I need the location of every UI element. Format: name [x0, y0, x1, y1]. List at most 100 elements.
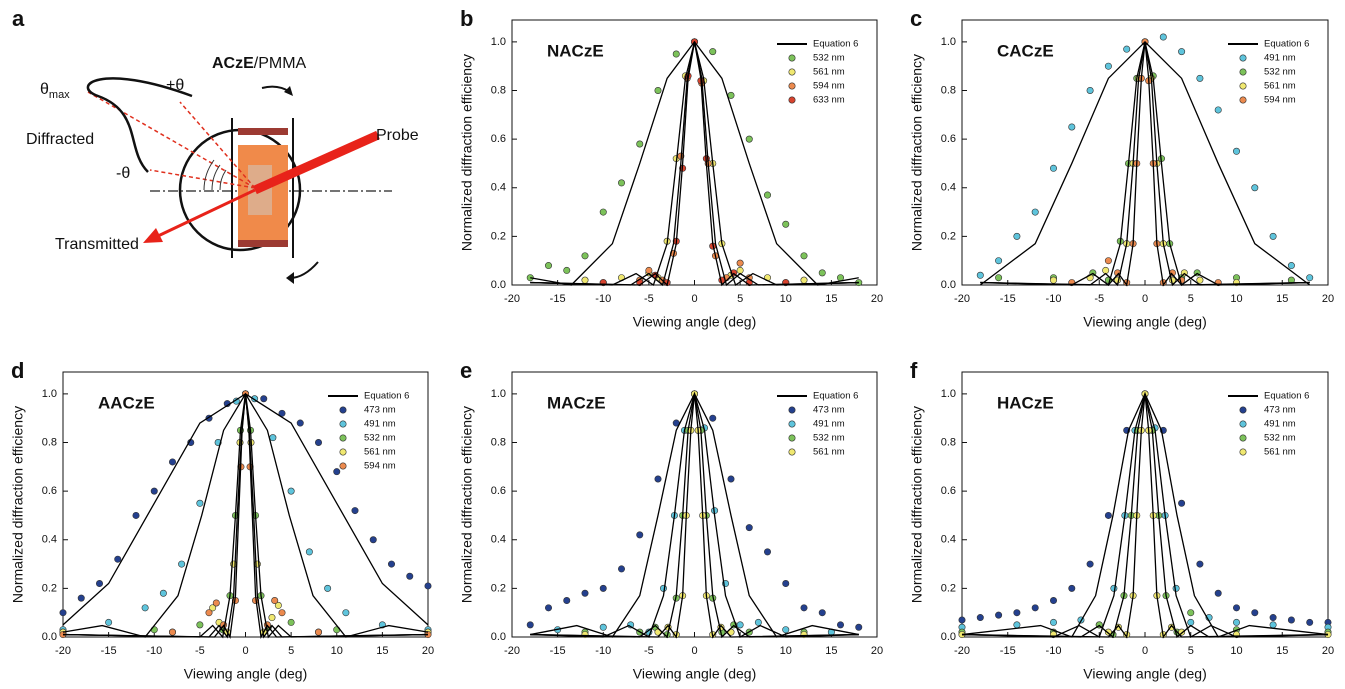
- legend-label: 491 nm: [1264, 419, 1296, 430]
- data-point: [196, 499, 204, 507]
- data-point: [305, 548, 313, 556]
- x-tick-label: -20: [954, 293, 970, 305]
- y-tick-label: 0.8: [941, 84, 956, 96]
- legend-label: Equation 6: [813, 39, 858, 50]
- data-point: [599, 208, 607, 216]
- y-tick-label: 1.0: [42, 388, 57, 400]
- data-point: [1178, 48, 1186, 56]
- data-point: [351, 507, 359, 515]
- data-point: [1306, 274, 1314, 282]
- legend-label: 491 nm: [364, 419, 396, 430]
- data-point: [314, 439, 322, 447]
- data-point: [736, 266, 744, 274]
- x-tick-label: -10: [1046, 293, 1062, 305]
- legend-marker: [788, 420, 796, 428]
- legend-marker: [1239, 406, 1247, 414]
- data-point: [209, 604, 217, 612]
- data-point: [617, 565, 625, 573]
- y-tick-label: 0.6: [941, 133, 956, 145]
- data-point: [800, 252, 808, 260]
- data-point: [818, 609, 826, 617]
- data-point: [1086, 87, 1094, 95]
- data-point: [260, 395, 268, 403]
- data-point: [659, 584, 667, 592]
- x-tick-label: 5: [1188, 293, 1194, 305]
- subscript: max: [49, 89, 70, 101]
- data-point: [324, 584, 332, 592]
- data-point: [1287, 616, 1295, 624]
- y-tick-label: 0.8: [491, 436, 506, 448]
- y-tick-label: 0.0: [491, 631, 506, 643]
- x-tick-label: 10: [780, 645, 792, 657]
- data-point: [1251, 184, 1259, 192]
- legend-marker: [788, 68, 796, 76]
- x-tick-label: -15: [101, 645, 117, 657]
- data-point: [1013, 621, 1021, 629]
- diffracted-label: Diffracted: [26, 131, 94, 148]
- fit-curve: [961, 393, 1329, 639]
- data-point: [1214, 106, 1222, 114]
- data-point: [424, 582, 432, 590]
- legend-label: 532 nm: [1264, 67, 1296, 78]
- data-point: [709, 48, 717, 56]
- data-point: [96, 580, 104, 588]
- x-tick-label: 20: [422, 645, 434, 657]
- y-axis-label: Normalized diffraction efficiency: [459, 406, 475, 603]
- x-tick-label: 0: [242, 645, 248, 657]
- rest-part: /PMMA: [254, 55, 307, 72]
- ray: [149, 169, 256, 189]
- data-point: [782, 220, 790, 228]
- fit-curve: [530, 41, 859, 287]
- x-tick-label: 5: [1188, 645, 1194, 657]
- sample-label: ACzE/PMMA: [212, 55, 307, 72]
- y-tick-label: 1.0: [941, 36, 956, 48]
- x-tick-label: -20: [504, 293, 520, 305]
- data-point: [855, 623, 863, 631]
- plus-theta-label: +θ: [166, 77, 184, 94]
- data-point: [77, 594, 85, 602]
- y-tick-label: 0.8: [941, 436, 956, 448]
- data-point: [278, 609, 286, 617]
- data-point: [1196, 74, 1204, 82]
- data-point: [736, 621, 744, 629]
- x-tick-label: -5: [1094, 293, 1104, 305]
- data-point: [1251, 609, 1259, 617]
- data-point: [369, 536, 377, 544]
- legend-label: 532 nm: [813, 53, 845, 64]
- data-point: [1187, 618, 1195, 626]
- diffraction-profile: [86, 77, 193, 173]
- chart-panel: -20 -15 -10 -5 0 5 10 15 20 0.0 0.2 0.4 0.6 0.8 1.0 Vie…: [10, 358, 434, 682]
- legend-label: 633 nm: [813, 95, 845, 106]
- legend-label: 561 nm: [1264, 81, 1296, 92]
- data-point: [314, 628, 322, 636]
- x-tick-label: -15: [550, 293, 566, 305]
- legend-marker: [1239, 68, 1247, 76]
- y-tick-label: 0.4: [491, 182, 506, 194]
- data-point: [976, 614, 984, 622]
- data-point: [672, 50, 680, 58]
- data-point: [581, 589, 589, 597]
- legend-marker: [788, 82, 796, 90]
- arrowhead: [286, 272, 294, 284]
- legend-marker: [339, 434, 347, 442]
- minus-theta-label: -θ: [116, 165, 130, 182]
- symbol: θ: [40, 81, 49, 98]
- legend-marker: [1239, 82, 1247, 90]
- x-tick-label: -10: [146, 645, 162, 657]
- fit-curve: [62, 393, 429, 640]
- y-axis-label: Normalized diffraction efficiency: [909, 54, 925, 251]
- data-point: [958, 616, 966, 624]
- data-point: [1104, 257, 1112, 265]
- data-point: [836, 621, 844, 629]
- data-point: [599, 584, 607, 592]
- y-tick-label: 0.4: [42, 534, 57, 546]
- data-point: [563, 266, 571, 274]
- data-point: [736, 259, 744, 267]
- data-point: [1269, 232, 1277, 240]
- data-point: [1159, 33, 1167, 41]
- data-point: [1013, 232, 1021, 240]
- panel-title: MACzE: [547, 393, 606, 412]
- data-point: [274, 601, 282, 609]
- legend-label: 473 nm: [813, 405, 845, 416]
- y-tick-label: 1.0: [491, 36, 506, 48]
